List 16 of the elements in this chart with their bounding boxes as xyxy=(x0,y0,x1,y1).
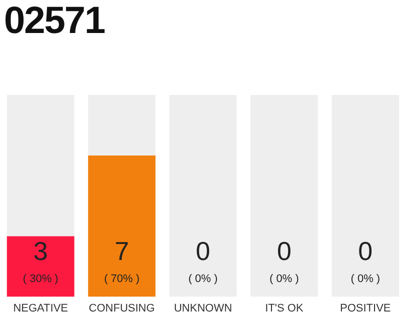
x-tick-label: NEGATIVE xyxy=(13,302,68,314)
x-tick-label: POSITIVE xyxy=(340,302,391,314)
data-label: 0 xyxy=(276,236,292,266)
annotation: ( 0% ) xyxy=(350,272,380,285)
x-tick-label: CONFUSING xyxy=(88,302,155,314)
annotation: ( 0% ) xyxy=(270,272,299,285)
chart-title: 02571 xyxy=(4,0,105,43)
annotation: ( 70% ) xyxy=(104,272,140,285)
x-tick-label: IT'S OK xyxy=(265,302,304,314)
annotation: ( 0% ) xyxy=(188,272,218,285)
data-label: 3 xyxy=(33,236,48,266)
data-label: 7 xyxy=(114,236,130,266)
data-label: 0 xyxy=(358,236,373,266)
annotation: ( 30% ) xyxy=(22,272,58,285)
x-tick-label: UNKNOWN xyxy=(174,302,232,314)
data-label: 0 xyxy=(196,236,210,266)
